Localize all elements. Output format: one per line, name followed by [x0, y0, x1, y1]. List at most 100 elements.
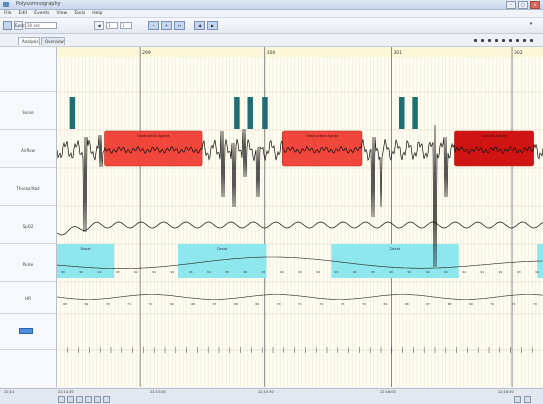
signal-plot[interactable]: 299 300 301 302 Desat Desat Desat Obstructive A… [57, 47, 543, 387]
close-button[interactable]: × [530, 1, 540, 9]
zoom-in-button[interactable]: + [161, 21, 172, 30]
time-label-2: 22:15:30 [258, 390, 274, 394]
epoch-number-label: 300 [267, 50, 276, 56]
channel-row-thorax[interactable]: Thorax/Abd [0, 168, 56, 206]
channel-row-pulse[interactable]: Pulse [0, 244, 56, 282]
nav-forward-icon[interactable] [502, 39, 505, 42]
pulse-value-label: 95 [79, 270, 83, 274]
hr-value-label: 68 [63, 302, 67, 306]
fit-button[interactable]: ↔ [174, 21, 185, 30]
scroll-left-button[interactable]: ◀ [94, 21, 104, 30]
menu-edit[interactable]: Edit [18, 11, 28, 16]
channel-label-thorax: Thorax/Abd [16, 186, 40, 191]
pulse-value-label: 94 [426, 270, 430, 274]
menu-help[interactable]: Help [92, 11, 103, 16]
hr-value-label: 70 [362, 302, 366, 306]
channel-label-snore: Snore [22, 110, 34, 115]
next-event-button[interactable]: ▶ [207, 21, 218, 30]
scroll-right-end-button[interactable] [524, 396, 531, 403]
snore-event-bar [247, 97, 253, 129]
toolbar: Epoch 30 sec ◀ 1 1 − + ↔ ◀ ▶ ▾ [0, 19, 543, 34]
pulse-value-label: 94 [280, 270, 284, 274]
pulse-value-label: 92 [499, 270, 503, 274]
epoch-header-strip [57, 47, 543, 57]
hr-value-label: 71 [127, 302, 131, 306]
rewind-button[interactable] [58, 396, 65, 403]
nav-end-icon[interactable] [523, 39, 526, 42]
menu-tools[interactable]: Tools [74, 11, 86, 16]
signal-plot-canvas[interactable]: 299 300 301 302 Desat Desat Desat Obstructive A… [57, 47, 543, 387]
channel-row-0 [0, 47, 56, 92]
hr-value-label: 68 [234, 302, 238, 306]
desaturation-event-label: Desat [390, 247, 401, 251]
desaturation-event-box [177, 244, 267, 278]
zoom-input[interactable]: 1 [106, 22, 118, 29]
hr-value-label: 70 [149, 302, 153, 306]
scroll-left-end-button[interactable] [514, 396, 521, 403]
pulse-value-label: 93 [189, 270, 193, 274]
hr-value-label: 70 [277, 302, 281, 306]
prev-event-button[interactable]: ◀ [194, 21, 205, 30]
nav-settings-icon[interactable] [530, 39, 533, 42]
pulse-value-label: 93 [116, 270, 120, 274]
snore-event-bar [399, 97, 405, 129]
step-back-button[interactable] [67, 396, 74, 403]
pulse-value-label: 92 [134, 270, 138, 274]
channel-row-hr[interactable]: HR [0, 282, 56, 314]
pulse-value-label: 92 [462, 270, 466, 274]
zoom-out-button[interactable]: − [148, 21, 159, 30]
menu-events[interactable]: Events [34, 11, 50, 16]
apnea-event-label: Obstructive Apnea [306, 134, 339, 138]
hr-value-label: 70 [106, 302, 110, 306]
tab-analysis[interactable]: Analysis [18, 37, 40, 45]
nav-back-icon[interactable] [488, 39, 491, 42]
pulse-value-label: 93 [444, 270, 448, 274]
channel-label-airflow: Airflow [21, 148, 35, 153]
forward-button[interactable] [94, 396, 101, 403]
hr-value-label: 69 [255, 302, 259, 306]
pulse-value-label: 95 [371, 270, 375, 274]
nav-first-icon[interactable] [474, 39, 477, 42]
channel-color-chip[interactable] [19, 328, 33, 334]
desaturation-event-label: Desat [217, 247, 228, 251]
desaturation-event-label: Desat [81, 247, 92, 251]
hr-value-label: 69 [170, 302, 174, 306]
play-button[interactable] [76, 396, 83, 403]
hr-value-label: 68 [448, 302, 452, 306]
desaturation-event-box [57, 244, 115, 278]
step-forward-button[interactable] [85, 396, 92, 403]
end-button[interactable] [103, 396, 110, 403]
menu-view[interactable]: View [56, 11, 68, 16]
channel-row-spo2[interactable]: SpO2 [0, 206, 56, 244]
minimize-button[interactable]: – [506, 1, 516, 9]
toolbar-overflow-icon[interactable]: ▾ [529, 21, 533, 27]
epoch-number-label: 301 [393, 50, 402, 56]
menu-file[interactable]: File [4, 11, 12, 16]
snore-event-bar [69, 97, 76, 129]
nav-last-icon[interactable] [516, 39, 519, 42]
pulse-value-label: 93 [517, 270, 521, 274]
nav-next-icon[interactable] [509, 39, 512, 42]
pulse-value-label: 96 [389, 270, 393, 274]
pulse-value-label: 91 [480, 270, 484, 274]
pulse-value-label: 95 [262, 270, 266, 274]
spo2-trace [57, 221, 543, 236]
hr-value-label: 70 [490, 302, 494, 306]
pulse-value-label: 93 [335, 270, 339, 274]
channel-row-8[interactable] [0, 350, 56, 387]
hr-value-label: 72 [319, 302, 323, 306]
nav-prev-icon[interactable] [481, 39, 484, 42]
epoch-number-label: 299 [142, 50, 151, 56]
time-label-4: 22:16:30 [498, 390, 514, 394]
channel-row-airflow[interactable]: Airflow [0, 130, 56, 168]
nav-play-icon[interactable] [495, 39, 498, 42]
title-bar: Polysomnography – □ × [0, 0, 543, 10]
maximize-button[interactable]: □ [518, 1, 528, 9]
tab-overview[interactable]: Overview [41, 37, 65, 45]
open-button[interactable] [3, 21, 12, 30]
time-axis-bar: 22:14 22:14:30 22:15:00 22:15:30 22:16:0… [0, 388, 543, 404]
epoch-input[interactable]: 30 sec [25, 22, 57, 29]
channel-row-marker[interactable] [0, 314, 56, 350]
page-input[interactable]: 1 [120, 22, 132, 29]
channel-row-snore[interactable]: Snore [0, 92, 56, 130]
